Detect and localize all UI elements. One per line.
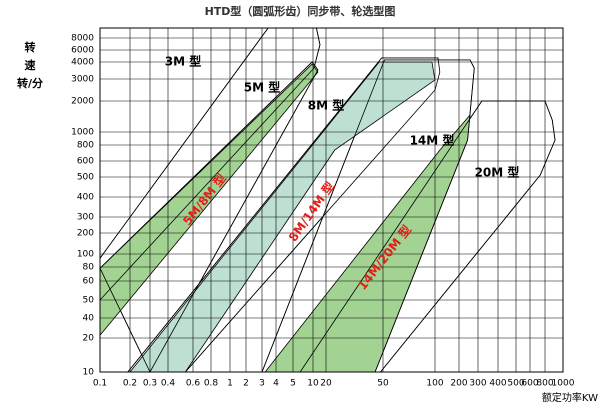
- y-tick-label: 80: [83, 263, 95, 273]
- y-axis-label: 转: [25, 40, 36, 54]
- x-tick-label: 500: [507, 379, 524, 389]
- x-tick-label: 400: [489, 379, 506, 389]
- y-tick-label: 800: [77, 141, 94, 151]
- x-tick-label: 0.2: [123, 379, 137, 389]
- x-tick-label: 300: [469, 379, 486, 389]
- y-tick-label: 8000: [71, 34, 94, 44]
- y-tick-label: 300: [77, 213, 94, 223]
- region-label: 5M 型: [244, 80, 280, 95]
- y-tick-label: 10: [83, 368, 95, 378]
- x-tick-label: 100: [426, 379, 443, 389]
- x-tick-label: 5: [290, 379, 296, 389]
- y-tick-label: 600: [77, 157, 94, 167]
- x-tick-label: 1000: [552, 379, 575, 389]
- y-tick-label: 2000: [71, 97, 94, 107]
- x-tick-label: 50: [377, 379, 389, 389]
- x-tick-label: 10: [307, 379, 319, 389]
- x-tick-label: 0.3: [143, 379, 157, 389]
- y-tick-label: 50: [83, 296, 95, 306]
- x-tick-label: 0.4: [161, 379, 176, 389]
- x-tick-label: 1: [227, 379, 233, 389]
- region-edge: [126, 57, 441, 373]
- y-tick-label: 40: [83, 314, 95, 324]
- region-edge: [99, 61, 319, 373]
- chart-title: HTD型（圆弧形齿）同步带、轮选型图: [205, 4, 396, 18]
- region-edge: [99, 27, 321, 302]
- y-tick-label: 6000: [71, 46, 94, 56]
- region-label: 14M 型: [410, 133, 455, 148]
- x-axis-label: 额定功率KW: [542, 391, 598, 404]
- x-tick-label: 20: [320, 379, 332, 389]
- y-tick-label: 200: [77, 229, 94, 239]
- y-tick-label: 1000: [71, 128, 94, 138]
- y-axis-label: 转/分: [17, 76, 43, 90]
- y-tick-label: 400: [77, 193, 94, 203]
- x-tick-label: 2: [243, 379, 249, 389]
- x-tick-label: 600: [521, 379, 538, 389]
- region-label: 20M 型: [475, 165, 520, 180]
- y-tick-label: 100: [77, 250, 94, 260]
- x-tick-label: 800: [536, 379, 553, 389]
- region-edge: [299, 100, 556, 373]
- x-tick-label: 0.6: [186, 379, 201, 389]
- y-tick-label: 20: [83, 334, 95, 344]
- x-tick-label: 3: [259, 379, 265, 389]
- region-label: 3M 型: [165, 54, 201, 69]
- x-tick-label: 4: [273, 379, 279, 389]
- y-tick-label: 4000: [71, 58, 94, 68]
- y-axis-label: 速: [25, 58, 36, 72]
- x-tick-label: 0.8: [204, 379, 219, 389]
- region-label: 8M 型: [308, 98, 344, 113]
- x-tick-label: 0.1: [93, 379, 107, 389]
- y-tick-label: 500: [77, 173, 94, 183]
- x-tick-label: 200: [450, 379, 467, 389]
- y-tick-label: 3000: [71, 75, 94, 85]
- y-tick-label: 60: [83, 277, 95, 287]
